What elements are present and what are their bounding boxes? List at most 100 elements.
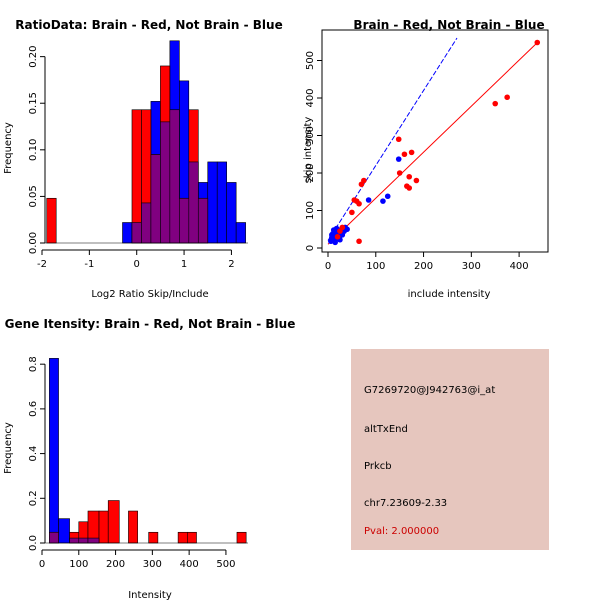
intensity-bar-overlap [78,537,89,544]
scatter-point-not-brain [380,198,386,204]
scatter-y-tick-label: 0 [305,245,316,251]
intensity-x-tick-label: 400 [180,559,199,570]
scatter-point-brain [361,177,367,184]
event-type: altTxEnd [364,424,408,435]
scatter-y-tick-label: 500 [305,51,316,70]
intensity-y-tick-label: 0.0 [28,535,39,551]
ratio-bar-not-brain [226,182,237,244]
scatter-y-tick-label: 100 [305,201,316,220]
scatter-xlabel: include intensity [408,289,491,300]
scatter-point-not-brain [365,197,372,203]
intensity-y-tick-label: 0.2 [28,490,39,506]
scatter-point-brain [349,209,355,216]
scatter-point-brain [395,136,402,143]
intensity-histogram-ylabel: Frequency [3,422,14,474]
ratio-x-tick-label: 1 [181,259,187,270]
intensity-x-tick-label: 0 [39,559,45,570]
scatter-y-tick-label: 200 [305,163,316,182]
intensity-bar-not-brain [58,518,70,544]
intensity-bars [42,358,248,544]
ratio-axes: 0.00 0.05 0.10 0.15 0.20 -2 -1 0 1 2 [28,46,235,270]
scatter-x-tick-label: 300 [462,261,481,272]
ratio-x-tick-label: -1 [84,259,94,270]
intensity-y-tick-label: 0.8 [28,356,39,372]
ratio-y-tick-label: 0.00 [28,232,39,254]
intensity-bar-overlap [69,537,80,544]
scatter-title: Brain - Red, Not Brain - Blue [353,18,544,32]
intensity-x-tick-label: 200 [106,559,125,570]
scatter-x-tick-label: 400 [510,261,529,272]
ratio-y-tick-label: 0.15 [28,92,39,114]
ratio-bar-not-brain [216,161,227,244]
scatter-point-not-brain [329,232,335,238]
intensity-y-tick-label: 0.6 [28,401,39,417]
scatter-point-brain [339,224,346,231]
ratio-y-tick-label: 0.05 [28,185,39,207]
intensity-y-tick-label: 0.4 [28,446,39,462]
ratio-y-tick-label: 0.20 [28,46,39,68]
ratio-bar-overlap [150,154,161,244]
ratio-histogram-xlabel: Log2 Ratio Skip/Include [91,289,208,300]
scatter-point-brain [401,151,408,158]
scatter-point-brain [406,185,413,191]
fit-line-not-brain [327,37,458,241]
intensity-bar-overlap [49,531,59,544]
intensity-bar-overlap [87,537,100,544]
fit-line-brain [327,41,539,245]
ratio-bar-overlap [169,109,180,244]
intensity-histogram-title: Gene Itensity: Brain - Red, Not Brain - … [5,317,296,331]
scatter-x-tick-label: 0 [325,261,331,272]
intensity-x-tick-label: 100 [69,559,88,570]
ratio-bar-not-brain [122,222,133,244]
scatter-y-tick-label: 300 [305,126,316,145]
intensity-bar-brain [128,510,138,544]
ratio-histogram-title: RatioData: Brain - Red, Not Brain - Blue [15,18,282,32]
ratio-y-tick-label: 0.10 [28,139,39,161]
ratio-bar-overlap [197,197,209,244]
scatter-point-brain [406,173,413,180]
intensity-bar-not-brain [49,358,59,544]
ratio-bar-overlap [160,121,171,244]
scatter-point-not-brain [395,156,402,162]
scatter-point-brain [356,238,362,245]
scatter-point-brain [492,100,499,107]
scatter-point-brain [356,200,362,207]
scatter-point-not-brain [344,226,350,233]
ratio-histogram-ylabel: Frequency [3,122,14,174]
intensity-bar-brain [236,531,247,544]
scatter-point-brain [334,233,341,240]
ratio-histogram: RatioData: Brain - Red, Not Brain - Blue… [3,18,283,300]
scatter-ylabel: skip intensity [303,117,314,184]
pval-text: Pval: 2.000000 [364,526,440,537]
scatter-y-tick-label: 400 [305,88,316,107]
intensity-bar-brain [98,510,109,544]
intensity-axes: 0.0 0.2 0.4 0.6 0.8 0 100 200 300 400 500 [28,356,235,570]
ratio-bar-overlap [188,161,199,244]
info-panel: G7269720@J942763@i_at altTxEnd Prkcb chr… [351,349,549,550]
intensity-bar-brain [107,500,120,544]
scatter-axes: 0 100 200 300 400 500 0 100 200 300 400 [305,29,549,272]
ratio-bar-not-brain [207,161,218,244]
scatter-point-brain [504,94,510,101]
ratio-x-tick-label: 0 [134,259,140,270]
gene-name: Prkcb [364,461,392,472]
scatter-points [328,39,541,246]
intensity-bar-brain [187,531,197,544]
intensity-bar-brain [148,531,159,544]
chromosome-location: chr7.23609-2.33 [364,498,448,509]
scatter-point-brain [534,39,541,46]
scatter-point-not-brain [332,239,338,246]
intensity-x-tick-label: 500 [216,559,235,570]
ratio-bars [42,40,248,244]
ratio-bar-overlap [131,222,142,244]
intensity-histogram: Gene Itensity: Brain - Red, Not Brain - … [3,317,295,600]
scatter-x-tick-label: 200 [414,261,433,272]
ratio-x-tick-label: -2 [37,259,47,270]
intensity-x-tick-label: 300 [143,559,162,570]
ratio-bar-overlap [179,197,190,244]
probe-id: G7269720@J942763@i_at [364,385,496,396]
scatter-point-brain [413,177,420,184]
ratio-bar-not-brain [235,222,246,244]
intensity-bar-brain [177,531,188,544]
